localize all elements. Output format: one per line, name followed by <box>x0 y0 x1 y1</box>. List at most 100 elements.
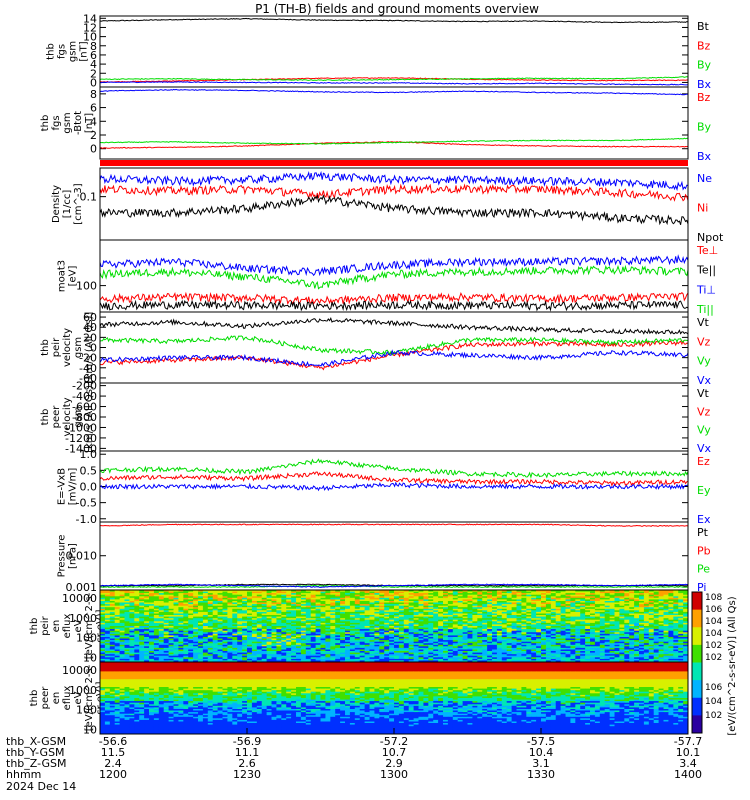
y-axis-label: eV <box>73 619 84 632</box>
y-axis-label: peer <box>51 405 62 429</box>
panel-temperature: 100 moat3 [eV] Te⊥ Te|| Ti⊥ Ti|| <box>57 240 719 316</box>
y-tick-label: -0.5 <box>76 497 97 510</box>
y-axis-label: eflux <box>62 614 73 639</box>
series-line-Vx <box>100 351 688 366</box>
y-axis-label: velocity <box>62 397 73 436</box>
series-line-Ne <box>100 173 688 190</box>
panel-frame <box>100 87 688 159</box>
y-axis-label: velocity <box>62 328 73 367</box>
series-line-Ez <box>100 472 688 485</box>
legend-label: Vy <box>697 355 711 368</box>
y-axis-label: Density <box>51 185 62 223</box>
y-axis-label: thb <box>29 618 40 635</box>
legend-label: Bx <box>697 78 712 91</box>
y-tick-label: -1.0 <box>76 513 97 526</box>
legend-label: Te⊥ <box>696 244 718 257</box>
series-line-Te|| <box>100 301 688 310</box>
y-axis-label: thb <box>40 409 51 426</box>
series-line-Vt <box>100 318 688 334</box>
series-line-Bt <box>100 18 688 22</box>
series-line-By <box>100 77 688 81</box>
series-line-Bx <box>100 89 688 94</box>
legend-label: Vx <box>697 442 712 455</box>
legend-label: Te|| <box>696 264 716 277</box>
legend-label: Pt <box>697 526 709 539</box>
y-axis-label: E=-VxB <box>57 468 68 505</box>
y-tick-label: 0.0 <box>80 481 98 494</box>
panel-frame <box>100 312 688 383</box>
y-axis-label: [nPa] <box>68 543 79 569</box>
series-line-Bx <box>100 82 688 85</box>
legend-label: Ti|| <box>696 303 714 316</box>
panel-frame <box>100 522 688 590</box>
y-axis-label: gsm <box>62 112 73 133</box>
y-axis-label: thb <box>40 339 51 356</box>
legend-label: Npot <box>697 231 724 244</box>
plot-title: P1 (TH-B) fields and ground moments over… <box>255 2 539 16</box>
series-line-Pb <box>100 524 688 526</box>
legend-label: By <box>697 59 712 72</box>
y-axis-label: peir <box>40 615 51 635</box>
legend-label: Vz <box>697 335 711 348</box>
y-axis-label: [mV/m] <box>68 468 79 506</box>
y-axis-label: [cm^-3] <box>73 183 84 224</box>
series-line-Npot <box>100 196 688 225</box>
y-axis-label: thb <box>46 43 57 60</box>
y-axis-label: -Btot <box>73 111 84 135</box>
legend-label: Vt <box>697 316 710 329</box>
y-tick-label: 0 <box>90 143 97 156</box>
series-line-Ex <box>100 483 688 490</box>
legend-label: Bt <box>697 20 710 33</box>
y-axis-label: gsm <box>73 337 84 358</box>
series-line-Ey <box>100 459 688 477</box>
series-line-Ti|| <box>100 266 688 288</box>
y-axis-label: [eV/(cm^2-s- <box>84 592 95 659</box>
legend-label: Ex <box>697 513 711 526</box>
y-axis-label: thb <box>40 115 51 132</box>
legend-label: By <box>697 120 712 133</box>
y-axis-label: [eV] <box>68 266 79 287</box>
y-tick-label: 100 <box>76 280 97 293</box>
y-tick-label: 1.0 <box>80 448 98 461</box>
y-axis-label: Pressure <box>57 535 68 578</box>
legend-label: Ne <box>697 172 712 185</box>
legend-label: Bz <box>697 39 711 52</box>
legend-label: Vt <box>697 387 710 400</box>
y-axis-label: en <box>51 620 62 633</box>
y-axis-label: [1/cc] <box>62 190 73 219</box>
y-axis-label: peir <box>51 337 62 357</box>
legend-label: Ez <box>697 455 710 468</box>
legend-label: Ni <box>697 201 708 214</box>
panel-frame <box>100 16 688 87</box>
panel-frame <box>100 383 688 451</box>
legend-label: Vx <box>697 374 712 387</box>
y-axis-label: fgs <box>51 115 62 130</box>
y-tick-label: 0.5 <box>80 464 98 477</box>
y-axis-label: [km/s (All Qs)] <box>84 381 95 453</box>
y-axis-label: gsm <box>68 41 79 62</box>
series-line-Te⊥ <box>100 293 688 304</box>
separator-bar <box>100 160 688 166</box>
legend-label: Vz <box>697 405 711 418</box>
y-axis-label: [km/s (All Qs)] <box>84 312 95 384</box>
legend-label: Ti⊥ <box>696 283 716 296</box>
y-axis-label: moat3 <box>57 260 68 292</box>
y-tick-label: 6 <box>90 102 97 115</box>
legend-label: Vy <box>697 424 711 437</box>
legend-label: Pe <box>697 563 710 576</box>
y-axis-label: [nT] <box>79 41 90 61</box>
legend-label: Bz <box>697 91 711 104</box>
y-tick-label: 8 <box>90 88 97 101</box>
legend-label: Bx <box>697 150 712 163</box>
series-line-By <box>100 138 688 144</box>
y-axis-label: [nT] <box>84 113 95 133</box>
series-line-Vz <box>100 341 688 369</box>
